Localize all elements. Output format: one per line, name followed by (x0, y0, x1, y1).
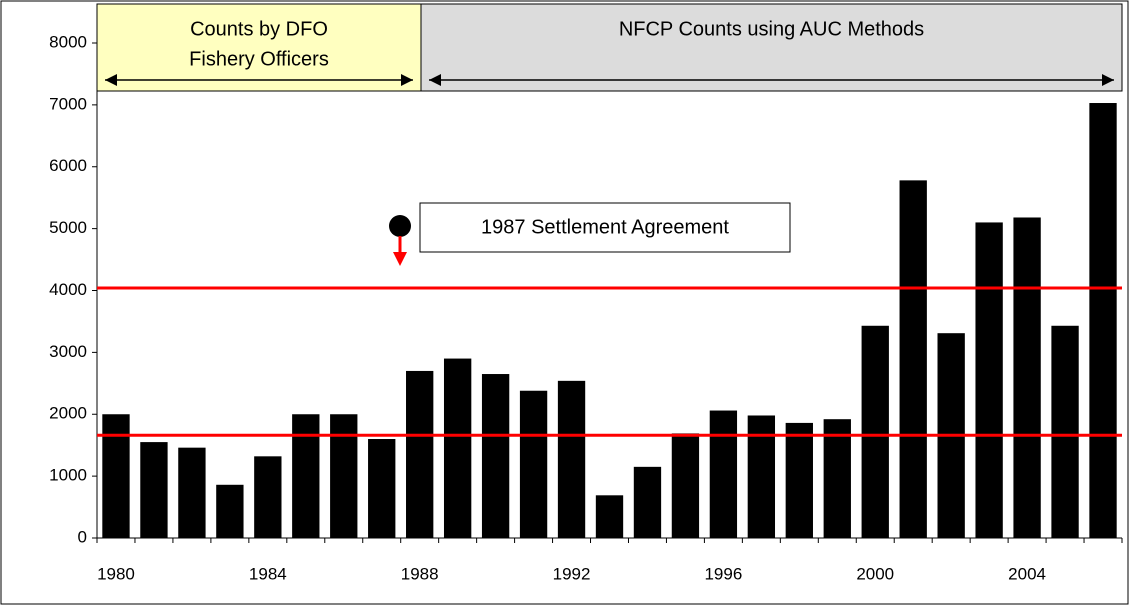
x-tick-label: 1984 (249, 564, 287, 583)
x-tick-label: 2000 (856, 564, 894, 583)
period-label: Counts by DFO (190, 18, 328, 40)
y-tick-label: 2000 (49, 404, 87, 423)
x-tick-label: 1996 (704, 564, 742, 583)
bar (406, 370, 434, 538)
arrow-head (393, 252, 407, 266)
bar (481, 374, 510, 538)
bar (1051, 325, 1079, 538)
period-label: NFCP Counts using AUC Methods (619, 18, 924, 40)
period-label: Fishery Officers (189, 48, 329, 70)
bar (861, 325, 889, 538)
y-tick-label: 8000 (49, 32, 87, 51)
bar (102, 414, 130, 538)
y-tick-label: 7000 (49, 94, 87, 113)
bar (443, 358, 472, 538)
bar (823, 419, 851, 538)
bar (899, 180, 927, 539)
bar (557, 380, 586, 538)
bar (330, 414, 358, 538)
bar (368, 439, 396, 538)
bar (140, 442, 168, 538)
bar (178, 447, 206, 538)
period-box (96, 3, 422, 92)
y-tick-label: 0 (78, 527, 87, 546)
x-tick-label: 1988 (401, 564, 439, 583)
x-tick-label: 2004 (1008, 564, 1046, 583)
period-box (420, 3, 1123, 92)
bar (595, 495, 624, 538)
y-tick-label: 3000 (49, 342, 87, 361)
x-tick-label: 1992 (553, 564, 591, 583)
annotation-box (419, 202, 791, 253)
bar (216, 484, 244, 538)
bar (519, 390, 548, 538)
bar (785, 422, 813, 538)
bar (292, 414, 320, 538)
y-tick-label: 1000 (49, 466, 87, 485)
y-tick-label: 5000 (49, 218, 87, 237)
bar (633, 466, 662, 538)
bar (975, 222, 1003, 538)
bar (1013, 217, 1041, 539)
bar (254, 456, 282, 538)
bar (1089, 103, 1117, 539)
annotation-dot (389, 215, 411, 237)
x-tick-label: 1980 (97, 564, 135, 583)
bar (671, 433, 700, 538)
bar (709, 410, 738, 538)
y-tick-label: 4000 (49, 280, 87, 299)
annotation-label: 1987 Settlement Agreement (481, 216, 729, 238)
y-tick-label: 6000 (49, 156, 87, 175)
